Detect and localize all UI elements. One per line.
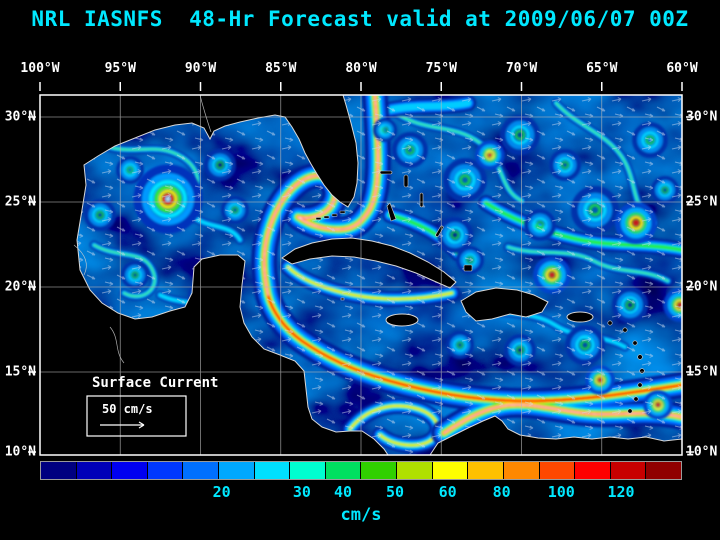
colorbar-tick-label: 60 (438, 483, 457, 501)
lon-tick-label: 60°W (666, 61, 698, 76)
lat-tick-label-right: 30°N (686, 109, 718, 125)
lon-tick-label: 70°W (505, 61, 538, 76)
colorbar-tick-label: 50 (385, 483, 405, 501)
scale-box (86, 395, 187, 437)
lon-tick-label: 90°W (184, 61, 217, 76)
lat-tick-label-left: 20°N (4, 279, 36, 295)
colorbar-unit-label: cm/s (340, 505, 382, 525)
hispaniola-land (460, 287, 549, 322)
current-map: Surface Current 50 cm/s (28, 82, 694, 456)
lon-tick-label: 85°W (265, 61, 297, 76)
colorbar-segment (183, 462, 219, 479)
colorbar-segment (539, 462, 575, 479)
colorbar-tick-label: 100 (547, 483, 575, 501)
scale-annotation: Surface Current 50 cm/s (86, 375, 218, 437)
lon-tick-label: 100°W (20, 61, 60, 76)
north-central-america-land (40, 95, 389, 455)
scale-arrow (100, 421, 145, 429)
colorbar-segment (432, 462, 468, 479)
figure-title: NRL IASNFS 48-Hr Forecast valid at 2009/… (31, 7, 689, 31)
florida-keys (315, 210, 346, 220)
colorbar-segment (325, 462, 361, 479)
grid-lines (40, 95, 682, 455)
colorbar-segment (147, 462, 183, 479)
lon-tick-label: 80°W (345, 61, 377, 76)
colorbar-segment (610, 462, 646, 479)
colorbar-segment (503, 462, 539, 479)
colorbar-segment (290, 462, 325, 479)
colorbar-segment (41, 462, 76, 479)
lon-tick-label: 95°W (104, 61, 136, 76)
lon-tick-label: 65°W (586, 61, 618, 76)
surface-current-label: Surface Current (92, 375, 218, 391)
lat-tick-label-left: 25°N (4, 194, 36, 210)
lat-tick-label-left: 30°N (4, 109, 36, 125)
cuba-land (281, 237, 457, 289)
colorbar-tick-label: 30 (292, 483, 311, 501)
colorbar-segment (397, 462, 432, 479)
lon-tick-label: 75°W (425, 61, 457, 76)
colorbar-tick-label: 120 (607, 483, 635, 501)
colorbar-segment (112, 462, 147, 479)
lat-tick-label-right: 20°N (686, 279, 718, 295)
lat-tick-label-right: 15°N (686, 364, 718, 380)
speed-colorbar (40, 461, 682, 480)
axis-ticks (28, 82, 694, 453)
colorbar-segment (76, 462, 112, 479)
lesser-antilles-islands (607, 320, 645, 414)
lat-tick-label-right: 10°N (686, 444, 718, 460)
lat-tick-label-left: 10°N (4, 444, 36, 460)
colorbar-tick-label: 20 (212, 483, 231, 501)
lat-tick-label-left: 15°N (4, 364, 36, 380)
colorbar-tick-label: 80 (492, 483, 511, 501)
jamaica-land (385, 313, 419, 327)
colorbar-segment (575, 462, 610, 479)
south-america-land (429, 415, 682, 455)
colorbar-segment (361, 462, 397, 479)
puerto-rico-land (566, 311, 594, 323)
colorbar-segment (254, 462, 290, 479)
colorbar-tick-label: 40 (333, 483, 353, 501)
lat-tick-label-right: 25°N (686, 194, 718, 210)
colorbar-segment (219, 462, 254, 479)
colorbar-segment (646, 462, 681, 479)
land-layer (40, 95, 682, 455)
scale-value-label: 50 cm/s (102, 402, 153, 416)
colorbar-segment (468, 462, 503, 479)
map-frame (39, 94, 683, 456)
